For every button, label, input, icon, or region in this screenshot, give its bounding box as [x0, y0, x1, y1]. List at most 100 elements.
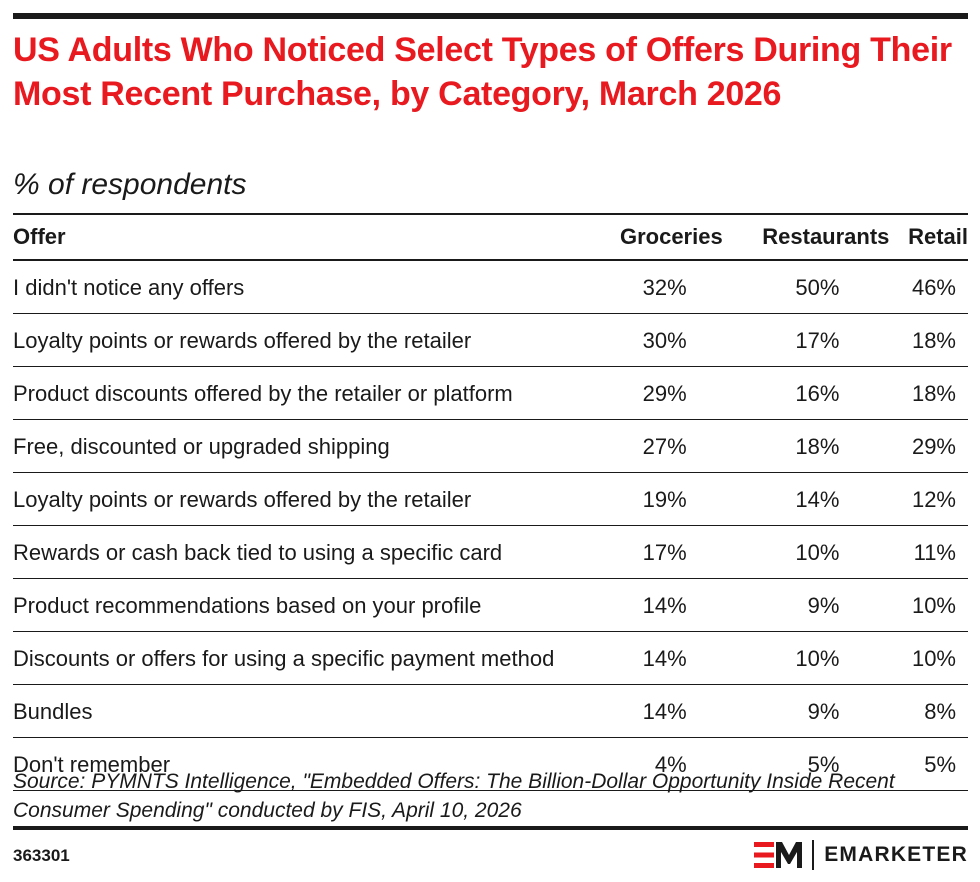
table-row: Product discounts offered by the retaile… — [13, 366, 968, 420]
restaurants-cell-text: 10% — [795, 646, 840, 671]
table-row: Loyalty points or rewards offered by the… — [13, 313, 968, 367]
restaurants-cell: 16% — [722, 366, 890, 420]
offer-cell: Product discounts offered by the retaile… — [13, 366, 588, 420]
groceries-cell-text: 4% — [654, 752, 687, 777]
retail-cell: 12% — [889, 472, 968, 526]
groceries-cell: 14% — [588, 631, 723, 685]
retail-cell-text: 10% — [911, 593, 956, 618]
groceries-cell: 27% — [588, 419, 723, 473]
brand-divider — [812, 840, 815, 870]
offer-cell: Product recommendations based on your pr… — [13, 578, 588, 632]
restaurants-cell: 50% — [722, 260, 890, 314]
retail-cell: 10% — [889, 578, 968, 632]
offer-cell-text: I didn't notice any offers — [13, 275, 245, 300]
restaurants-cell-text: 10% — [795, 540, 840, 565]
offer-cell-text: Free, discounted or upgraded shipping — [13, 434, 390, 459]
offer-cell-text: Rewards or cash back tied to using a spe… — [13, 540, 503, 565]
retail-cell: 46% — [889, 260, 968, 314]
offer-cell: Loyalty points or rewards offered by the… — [13, 472, 588, 526]
restaurants-cell-text: 16% — [795, 381, 840, 406]
restaurants-cell-text: 18% — [795, 434, 840, 459]
column-header-retail: Retail — [889, 213, 968, 261]
chart-id: 363301 — [13, 846, 70, 865]
groceries-cell: 14% — [588, 684, 723, 738]
table-row: Rewards or cash back tied to using a spe… — [13, 525, 968, 579]
restaurants-cell: 18% — [722, 419, 890, 473]
retail-cell: 18% — [889, 366, 968, 420]
restaurants-cell: 9% — [722, 684, 890, 738]
retail-cell-text: 18% — [911, 328, 956, 353]
groceries-cell-text: 17% — [642, 540, 687, 565]
groceries-cell: 29% — [588, 366, 723, 420]
offer-cell-text: Loyalty points or rewards offered by the… — [13, 487, 472, 512]
table-row: Free, discounted or upgraded shipping 27%… — [13, 419, 968, 473]
chart-subtitle: % of respondents — [13, 168, 247, 201]
column-header-groceries: Groceries — [588, 213, 723, 261]
offer-cell: Discounts or offers for using a specific… — [13, 631, 588, 685]
retail-cell-text: 8% — [924, 699, 956, 724]
restaurants-cell-text: 9% — [807, 593, 840, 618]
source-note: Source: PYMNTS Intelligence, "Embedded O… — [13, 770, 895, 822]
column-header-restaurants: Restaurants — [722, 213, 890, 261]
restaurants-cell: 17% — [722, 313, 890, 367]
restaurants-cell-text: 50% — [795, 275, 840, 300]
groceries-cell: 4% — [588, 737, 723, 791]
retail-cell-text: 5% — [924, 752, 956, 777]
table-row: Discounts or offers for using a specific… — [13, 631, 968, 685]
retail-cell-text: 11% — [913, 540, 956, 565]
offer-cell-text: Discounts or offers for using a specific… — [13, 646, 555, 671]
brand-logo: EMARKETER — [754, 838, 968, 872]
groceries-cell: 32% — [588, 260, 723, 314]
retail-cell: 18% — [889, 313, 968, 367]
data-table: Offer Groceries Restaurants Retail I did… — [13, 213, 968, 791]
retail-cell: 10% — [889, 631, 968, 685]
offer-cell-text: Bundles — [13, 699, 93, 724]
offer-cell: Don't remember — [13, 737, 588, 791]
chart-title: US Adults Who Noticed Select Types of Of… — [13, 31, 952, 113]
groceries-cell-text: 29% — [642, 381, 687, 406]
restaurants-cell-text: 17% — [795, 328, 840, 353]
groceries-cell-text: 14% — [642, 646, 687, 671]
groceries-cell-text: 14% — [642, 593, 687, 618]
offer-cell: Rewards or cash back tied to using a spe… — [13, 525, 588, 579]
table-row: Don't remember 4% 5% 5% — [13, 737, 968, 791]
table-row: Bundles 14% 9% 8% — [13, 684, 968, 738]
offer-cell: Bundles — [13, 684, 588, 738]
retail-cell-text: 46% — [911, 275, 956, 300]
groceries-cell-text: 30% — [642, 328, 687, 353]
groceries-cell-text: 14% — [642, 699, 687, 724]
retail-cell: 5% — [889, 737, 968, 791]
top-rule — [13, 13, 968, 19]
column-header-offer: Offer — [13, 213, 588, 261]
groceries-cell: 14% — [588, 578, 723, 632]
offer-cell: I didn't notice any offers — [13, 260, 588, 314]
restaurants-cell-text: 14% — [795, 487, 840, 512]
table-row: Product recommendations based on your pr… — [13, 578, 968, 632]
offer-cell-text: Product discounts offered by the retaile… — [13, 381, 513, 406]
offer-cell-text: Loyalty points or rewards offered by the… — [13, 328, 472, 353]
retail-cell-text: 10% — [911, 646, 956, 671]
retail-cell-text: 12% — [911, 487, 956, 512]
groceries-cell-text: 19% — [642, 487, 687, 512]
table-row: I didn't notice any offers 32% 50% 46% — [13, 260, 968, 314]
offer-cell-text: Don't remember — [13, 752, 171, 777]
restaurants-cell: 5% — [722, 737, 890, 791]
restaurants-cell-text: 5% — [807, 752, 840, 777]
retail-cell: 11% — [889, 525, 968, 579]
offer-cell: Loyalty points or rewards offered by the… — [13, 313, 588, 367]
retail-cell-text: 18% — [911, 381, 956, 406]
bottom-rule — [13, 826, 968, 830]
restaurants-cell-text: 9% — [807, 699, 840, 724]
restaurants-cell: 10% — [722, 631, 890, 685]
offer-cell-text: Product recommendations based on your pr… — [13, 593, 482, 618]
brand-name: EMARKETER — [824, 843, 968, 866]
retail-cell: 29% — [889, 419, 968, 473]
offer-cell: Free, discounted or upgraded shipping — [13, 419, 588, 473]
table-header-row: Offer Groceries Restaurants Retail — [13, 213, 968, 261]
table-row: Loyalty points or rewards offered by the… — [13, 472, 968, 526]
em-logo-icon — [754, 842, 803, 868]
retail-cell-text: 29% — [911, 434, 956, 459]
retail-cell: 8% — [889, 684, 968, 738]
table-body: I didn't notice any offers 32% 50% 46% Loyal… — [13, 260, 968, 791]
groceries-cell-text: 27% — [642, 434, 687, 459]
